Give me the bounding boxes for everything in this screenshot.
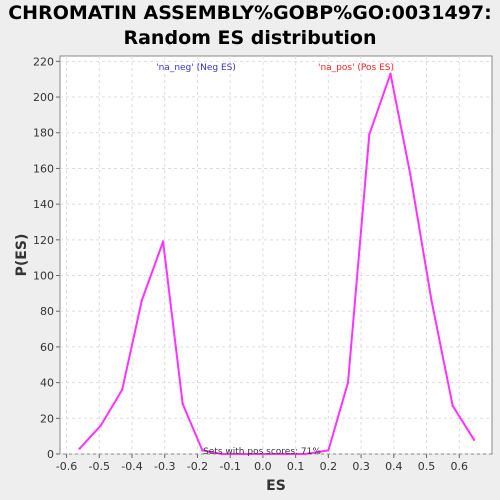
y-tick-label: 140: [33, 198, 54, 211]
y-tick-label: 20: [40, 412, 54, 425]
x-tick-label: -0.2: [187, 460, 208, 473]
data-point: [368, 133, 371, 136]
x-tick-label: -0.3: [154, 460, 175, 473]
series-polyline: [78, 72, 475, 455]
y-tick-label: 120: [33, 234, 54, 247]
data-point: [451, 404, 454, 408]
y-tick-label: 0: [47, 448, 54, 461]
data-point: [327, 449, 330, 452]
data-point: [346, 381, 350, 384]
data-point: [430, 299, 433, 302]
pos-es-label: 'na_pos' (Pos ES): [318, 63, 394, 73]
data-point: [99, 424, 103, 427]
y-tick-label: 60: [40, 341, 54, 354]
y-tick-label: 220: [33, 55, 54, 68]
neg-es-label: 'na_neg' (Neg ES): [156, 63, 236, 73]
data-point: [304, 452, 307, 456]
x-axis-label: ES: [266, 478, 286, 494]
x-tick-label: 0.5: [418, 460, 436, 473]
x-tick-label: -0.4: [121, 460, 142, 473]
data-point: [389, 72, 392, 76]
y-tick-label: 80: [40, 305, 54, 318]
data-point: [282, 452, 286, 456]
plot-area: [59, 55, 493, 455]
chart-title-line-2: Random ES distribution: [123, 27, 377, 49]
x-tick-label: -0.1: [219, 460, 240, 473]
x-tick-label: 0.0: [254, 460, 272, 473]
series-line: [78, 72, 476, 456]
y-tick-label: 180: [33, 127, 54, 140]
data-point: [181, 402, 184, 406]
y-tick-label: 160: [33, 162, 54, 175]
data-point: [140, 299, 144, 302]
data-point: [220, 452, 224, 456]
data-point: [261, 452, 265, 456]
x-tick-label: -0.5: [89, 460, 110, 473]
data-point: [120, 388, 124, 391]
x-tick-label: 0.4: [385, 460, 403, 473]
y-axis-label: P(ES): [14, 234, 30, 277]
y-tick-label: 100: [33, 270, 54, 283]
y-tick-label: 40: [40, 377, 54, 390]
axis-ticks: -0.6 -0.5 -0.4 -0.3 -0.2 -0.1 0.0 0.1 0.2 0.3 0.4 0…: [33, 55, 468, 473]
y-tick-label: 200: [33, 91, 54, 104]
x-tick-label: 0.2: [320, 460, 338, 473]
x-tick-label: 0.1: [287, 460, 305, 473]
chart-title-line-1: CHROMATIN ASSEMBLY%GOBP%GO:0031497:: [8, 2, 492, 24]
grid: [60, 56, 492, 455]
pos-scores-annotation: Sets with pos scores: 71%: [203, 447, 321, 457]
x-tick-label: -0.6: [56, 460, 77, 473]
data-point: [161, 240, 165, 243]
data-point: [472, 438, 476, 441]
data-point: [408, 172, 412, 175]
x-tick-label: 0.6: [451, 460, 469, 473]
data-point: [78, 447, 81, 450]
data-point: [242, 452, 245, 456]
data-point: [201, 449, 204, 452]
x-tick-label: 0.3: [352, 460, 370, 473]
